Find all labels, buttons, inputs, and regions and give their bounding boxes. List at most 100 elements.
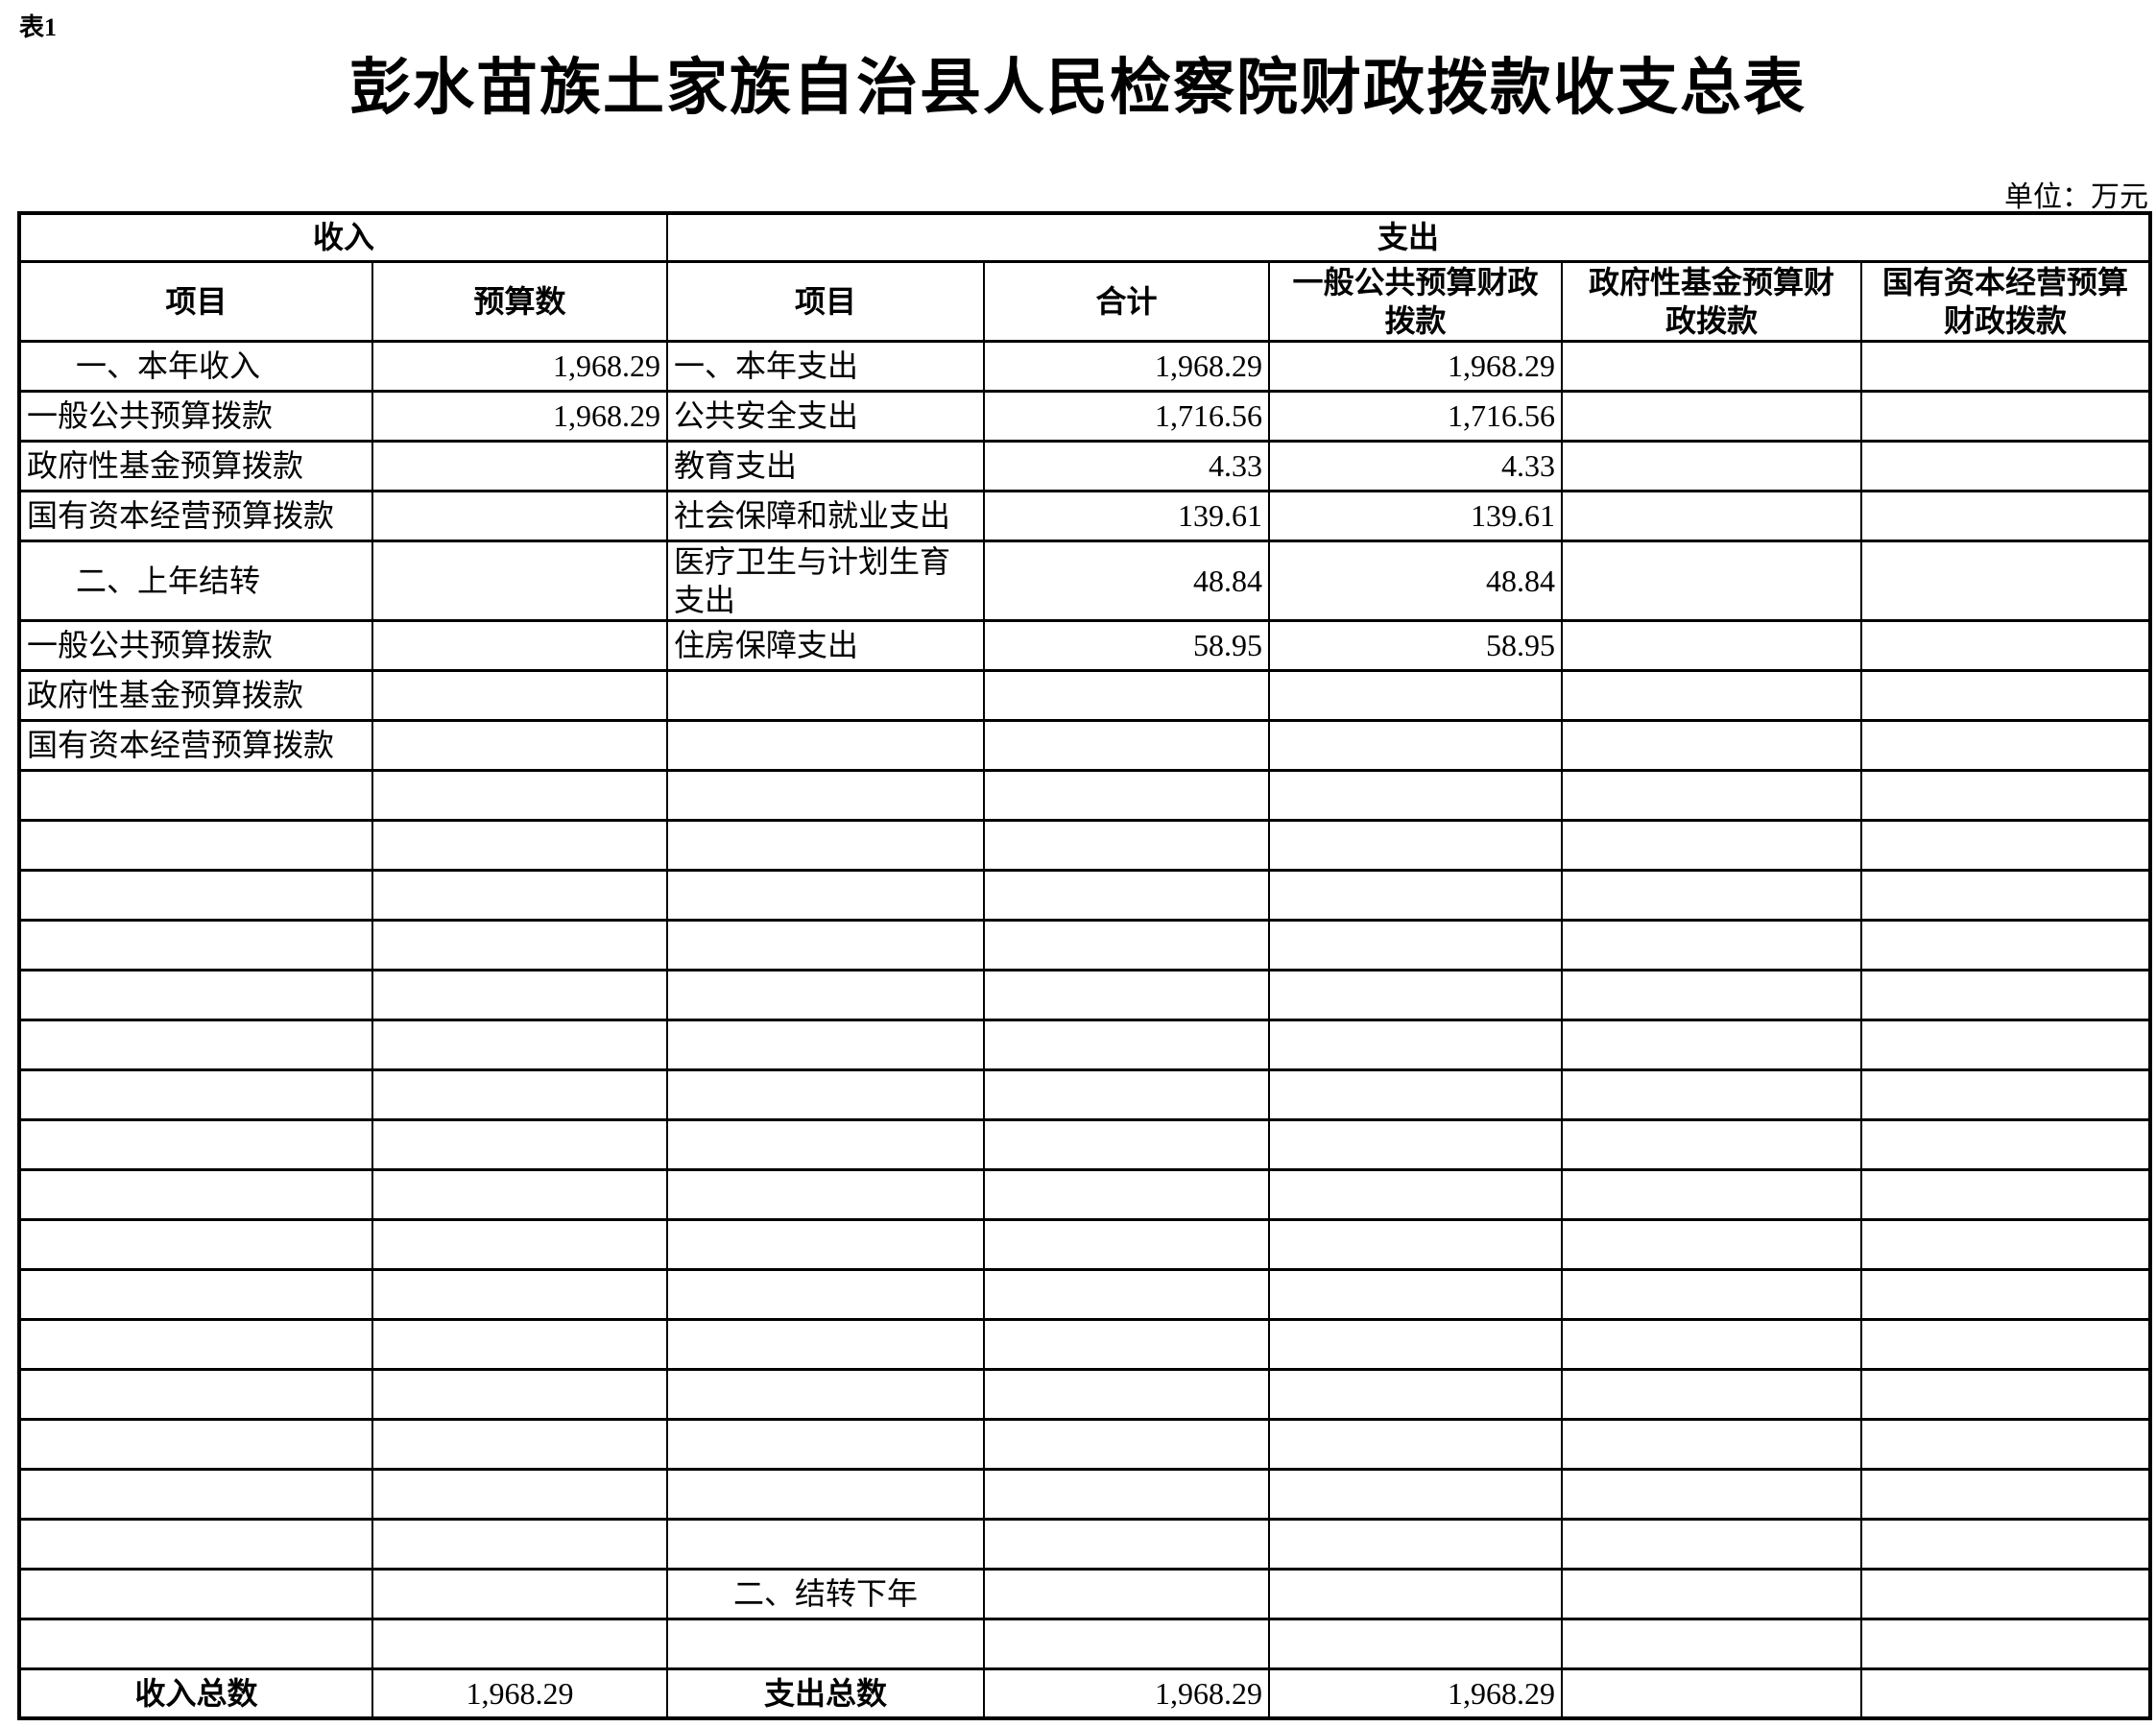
table-row (18, 1317, 2152, 1371)
table-cell (1561, 1567, 1863, 1620)
table-cell (1860, 1667, 2152, 1720)
table-cell: 支出总数 (666, 1667, 986, 1720)
budget-summary-table: 收入 支出 项目 预算数 项目 合计 一般公共预算财政 拨款 政府性基金预算财 … (17, 211, 2153, 1720)
table-cell (371, 768, 669, 822)
table-cell (1860, 1567, 2152, 1620)
table-cell: 1,968.29 (371, 389, 669, 443)
table-cell: 政府性基金预算拨款 (18, 439, 373, 492)
table-cell (983, 1367, 1271, 1421)
table-cell (983, 1467, 1271, 1521)
table-cell (1561, 918, 1863, 971)
col-header-expense-total: 合计 (983, 259, 1271, 343)
table-cell (1860, 1617, 2152, 1670)
table-cell (1860, 1067, 2152, 1121)
table-cell: 1,716.56 (983, 389, 1271, 443)
table-cell (1268, 1367, 1564, 1421)
table-cell: 1,968.29 (371, 339, 669, 393)
table-cell: 教育支出 (666, 439, 986, 492)
table-cell (1860, 1018, 2152, 1071)
table-cell (371, 1617, 669, 1670)
table-cell (371, 918, 669, 971)
table-cell: 政府性基金预算拨款 (18, 668, 373, 722)
table-cell (1268, 1567, 1564, 1620)
table-cell (983, 768, 1271, 822)
table-cell (983, 718, 1271, 772)
table-cell (371, 1567, 669, 1620)
table-cell (1561, 539, 1863, 622)
table-cell (1561, 1267, 1863, 1321)
table-cell (1268, 1317, 1564, 1371)
table-cell (371, 1267, 669, 1321)
table-cell (1561, 668, 1863, 722)
table-cell: 58.95 (1268, 618, 1564, 672)
table-cell (1561, 818, 1863, 872)
table-cell (1268, 1467, 1564, 1521)
table-row (18, 768, 2152, 822)
table-cell (371, 1067, 669, 1121)
table-cell (18, 1467, 373, 1521)
table-cell (983, 868, 1271, 922)
table-cell (1561, 618, 1863, 672)
table-cell (983, 1267, 1271, 1321)
table-cell (18, 1018, 373, 1071)
table-cell: 1,716.56 (1268, 389, 1564, 443)
table-cell (18, 1167, 373, 1221)
table-cell (983, 968, 1271, 1021)
table-cell (1860, 1517, 2152, 1571)
table-cell: 一、本年支出 (666, 339, 986, 393)
table-row (18, 868, 2152, 922)
table-row: 政府性基金预算拨款 教育支出 4.33 4.33 (18, 439, 2152, 492)
table-cell (1561, 1517, 1863, 1571)
unit-note: 单位：万元 (2004, 181, 2148, 213)
table-cell (666, 768, 986, 822)
table-cell (666, 1217, 986, 1271)
table-cell: 社会保障和就业支出 (666, 489, 986, 542)
table-row: 一般公共预算拨款 1,968.29 公共安全支出 1,716.56 1,716.56 (18, 389, 2152, 443)
table-cell (666, 1267, 986, 1321)
page-title: 彭水苗族土家族自治县人民检察院财政拨款收支总表 (349, 54, 1807, 122)
table-cell (666, 1167, 986, 1221)
table-cell: 4.33 (983, 439, 1271, 492)
table-cell (1561, 339, 1863, 393)
table-cell (1268, 818, 1564, 872)
table-cell (1561, 868, 1863, 922)
table-cell (666, 718, 986, 772)
table-row (18, 1367, 2152, 1421)
table-cell (371, 1117, 669, 1171)
table-row (18, 818, 2152, 872)
table-cell (1268, 1018, 1564, 1071)
table-cell (18, 1567, 373, 1620)
table-cell (1561, 1217, 1863, 1271)
table-cell (666, 918, 986, 971)
table-cell: 收入总数 (18, 1667, 373, 1720)
table-cell (1860, 539, 2152, 622)
table-cell (1860, 439, 2152, 492)
table-cell (1268, 768, 1564, 822)
table-cell (1860, 718, 2152, 772)
table-cell (666, 1517, 986, 1571)
table-cell (983, 1217, 1271, 1271)
table-row (18, 1018, 2152, 1071)
table-cell (1268, 718, 1564, 772)
table-cell (371, 668, 669, 722)
table-row: 一般公共预算拨款 住房保障支出 58.95 58.95 (18, 618, 2152, 672)
table-cell (1268, 1217, 1564, 1271)
table-cell (18, 868, 373, 922)
table-cell (666, 1018, 986, 1071)
table-cell (1860, 818, 2152, 872)
table-cell (1860, 1117, 2152, 1171)
table-cell (18, 768, 373, 822)
table-cell (1860, 339, 2152, 393)
table-cell (18, 1317, 373, 1371)
table-cell (1860, 389, 2152, 443)
table-cell (1268, 918, 1564, 971)
table-cell (18, 1367, 373, 1421)
table-cell (983, 1417, 1271, 1471)
expense-group-header: 支出 (666, 211, 2152, 263)
table-header: 收入 支出 项目 预算数 项目 合计 一般公共预算财政 拨款 政府性基金预算财 … (17, 211, 2152, 343)
table-cell: 4.33 (1268, 439, 1564, 492)
table-cell (1860, 1317, 2152, 1371)
table-cell (1561, 439, 1863, 492)
table-cell: 住房保障支出 (666, 618, 986, 672)
